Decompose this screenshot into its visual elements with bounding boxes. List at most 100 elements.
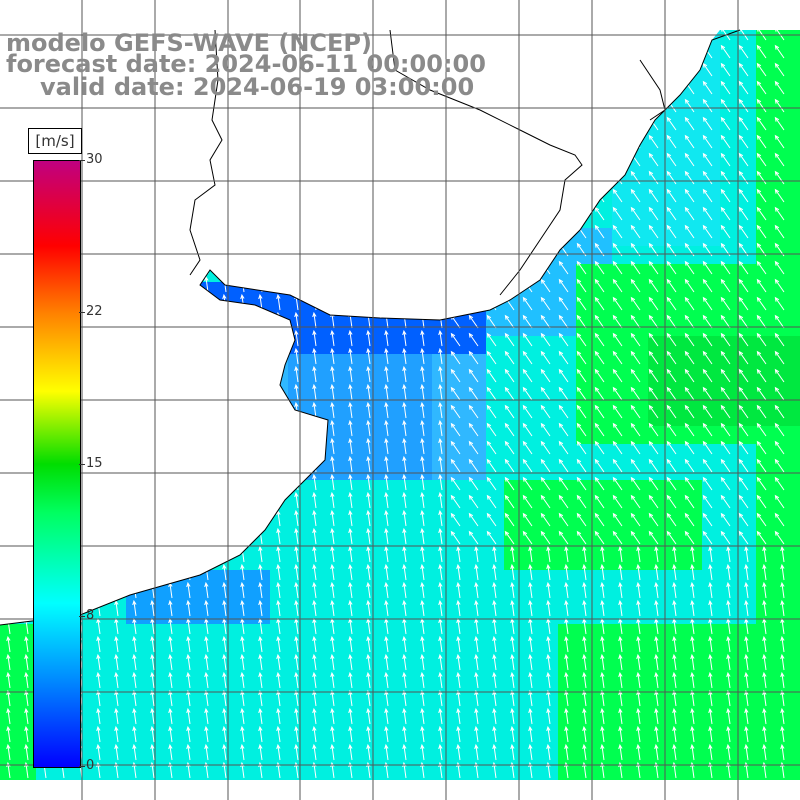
- wind-arrow: [186, 725, 191, 743]
- field-cell: [576, 624, 594, 642]
- wind-arrow: [540, 62, 551, 77]
- field-cell: [0, 156, 18, 174]
- wind-arrow: [402, 563, 407, 581]
- wind-arrow: [528, 707, 533, 725]
- wind-arrow: [240, 581, 245, 599]
- wind-arrow: [486, 512, 497, 527]
- wind-arrow: [684, 116, 695, 131]
- field-cell: [234, 264, 252, 282]
- field-cell: [324, 624, 342, 642]
- wind-arrow: [6, 329, 11, 347]
- field-cell: [594, 660, 612, 678]
- wind-arrow: [312, 707, 317, 725]
- field-cell: [306, 660, 324, 678]
- field-cell: [198, 552, 216, 570]
- field-cell: [306, 156, 324, 174]
- wind-arrow: [366, 671, 371, 689]
- wind-arrow: [294, 311, 299, 329]
- wind-arrow: [150, 257, 155, 275]
- field-cell: [198, 642, 216, 660]
- wind-arrow: [762, 563, 767, 581]
- wind-arrow: [684, 134, 695, 149]
- wind-arrow: [240, 329, 245, 347]
- wind-arrow: [168, 293, 173, 311]
- wind-arrow: [540, 188, 551, 203]
- wind-arrow: [222, 149, 227, 167]
- wind-arrow: [630, 116, 641, 131]
- field-cell: [396, 462, 414, 480]
- field-cell: [108, 444, 126, 462]
- wind-arrow: [366, 365, 371, 383]
- field-cell: [324, 714, 342, 732]
- field-cell: [216, 390, 234, 408]
- wind-arrow: [456, 743, 461, 761]
- wind-arrow: [720, 62, 731, 77]
- wind-arrow: [522, 224, 533, 239]
- wind-arrow: [420, 725, 425, 743]
- field-cell: [504, 750, 522, 768]
- wind-arrow: [666, 170, 677, 185]
- wind-arrow: [258, 653, 263, 671]
- wind-arrow: [576, 494, 587, 509]
- wind-arrow: [6, 581, 11, 599]
- wind-arrow: [420, 113, 425, 131]
- field-cell: [126, 534, 144, 552]
- wind-arrow: [540, 422, 551, 437]
- wind-arrow: [648, 386, 659, 401]
- wind-arrow: [546, 581, 551, 599]
- wind-arrow: [666, 30, 677, 41]
- field-cell: [396, 264, 414, 282]
- field-cell: [612, 588, 630, 606]
- wind-arrow: [474, 563, 479, 581]
- wind-arrow: [186, 473, 191, 491]
- field-cell: [414, 624, 432, 642]
- wind-arrow: [780, 635, 785, 653]
- title-forecast-date: forecast date: 2024-06-11 00:00:00: [6, 50, 486, 78]
- wind-arrow: [756, 440, 767, 455]
- field-cell: [612, 786, 630, 800]
- field-cell: [486, 156, 504, 174]
- field-cell: [396, 588, 414, 606]
- wind-arrow: [366, 725, 371, 743]
- wind-arrow: [684, 458, 695, 473]
- wind-arrow: [240, 725, 245, 743]
- field-cell: [108, 498, 126, 516]
- field-cell: [360, 282, 378, 300]
- wind-arrow: [630, 188, 641, 203]
- wind-arrow: [708, 671, 713, 689]
- field-cell: [594, 714, 612, 732]
- field-cell: [396, 30, 414, 48]
- field-cell: [108, 624, 126, 642]
- field-cell: [108, 516, 126, 534]
- field-cell: [108, 228, 126, 246]
- wind-arrow: [186, 293, 191, 311]
- wind-arrow: [684, 422, 695, 437]
- wind-arrow: [492, 743, 497, 761]
- field-cell: [666, 588, 684, 606]
- wind-arrow: [630, 62, 641, 77]
- wind-arrow: [420, 419, 425, 437]
- wind-arrow: [666, 440, 677, 455]
- field-cell: [540, 246, 558, 264]
- wind-arrow: [114, 671, 119, 689]
- wind-arrow: [450, 332, 461, 347]
- wind-arrow: [708, 563, 713, 581]
- wind-arrow: [312, 275, 317, 293]
- field-cell: [630, 552, 648, 570]
- wind-arrow: [258, 113, 263, 131]
- wind-arrow: [384, 689, 389, 707]
- wind-arrow: [258, 419, 263, 437]
- wind-arrow: [666, 206, 677, 221]
- wind-arrow: [330, 509, 335, 527]
- wind-arrow: [612, 332, 623, 347]
- field-cell: [432, 228, 450, 246]
- field-cell: [324, 228, 342, 246]
- wind-arrow: [168, 401, 173, 419]
- field-cell: [0, 174, 18, 192]
- wind-arrow: [222, 401, 227, 419]
- wind-arrow: [726, 671, 731, 689]
- wind-arrow: [450, 350, 461, 365]
- wind-arrow: [594, 422, 605, 437]
- field-cell: [216, 426, 234, 444]
- field-cell: [450, 156, 468, 174]
